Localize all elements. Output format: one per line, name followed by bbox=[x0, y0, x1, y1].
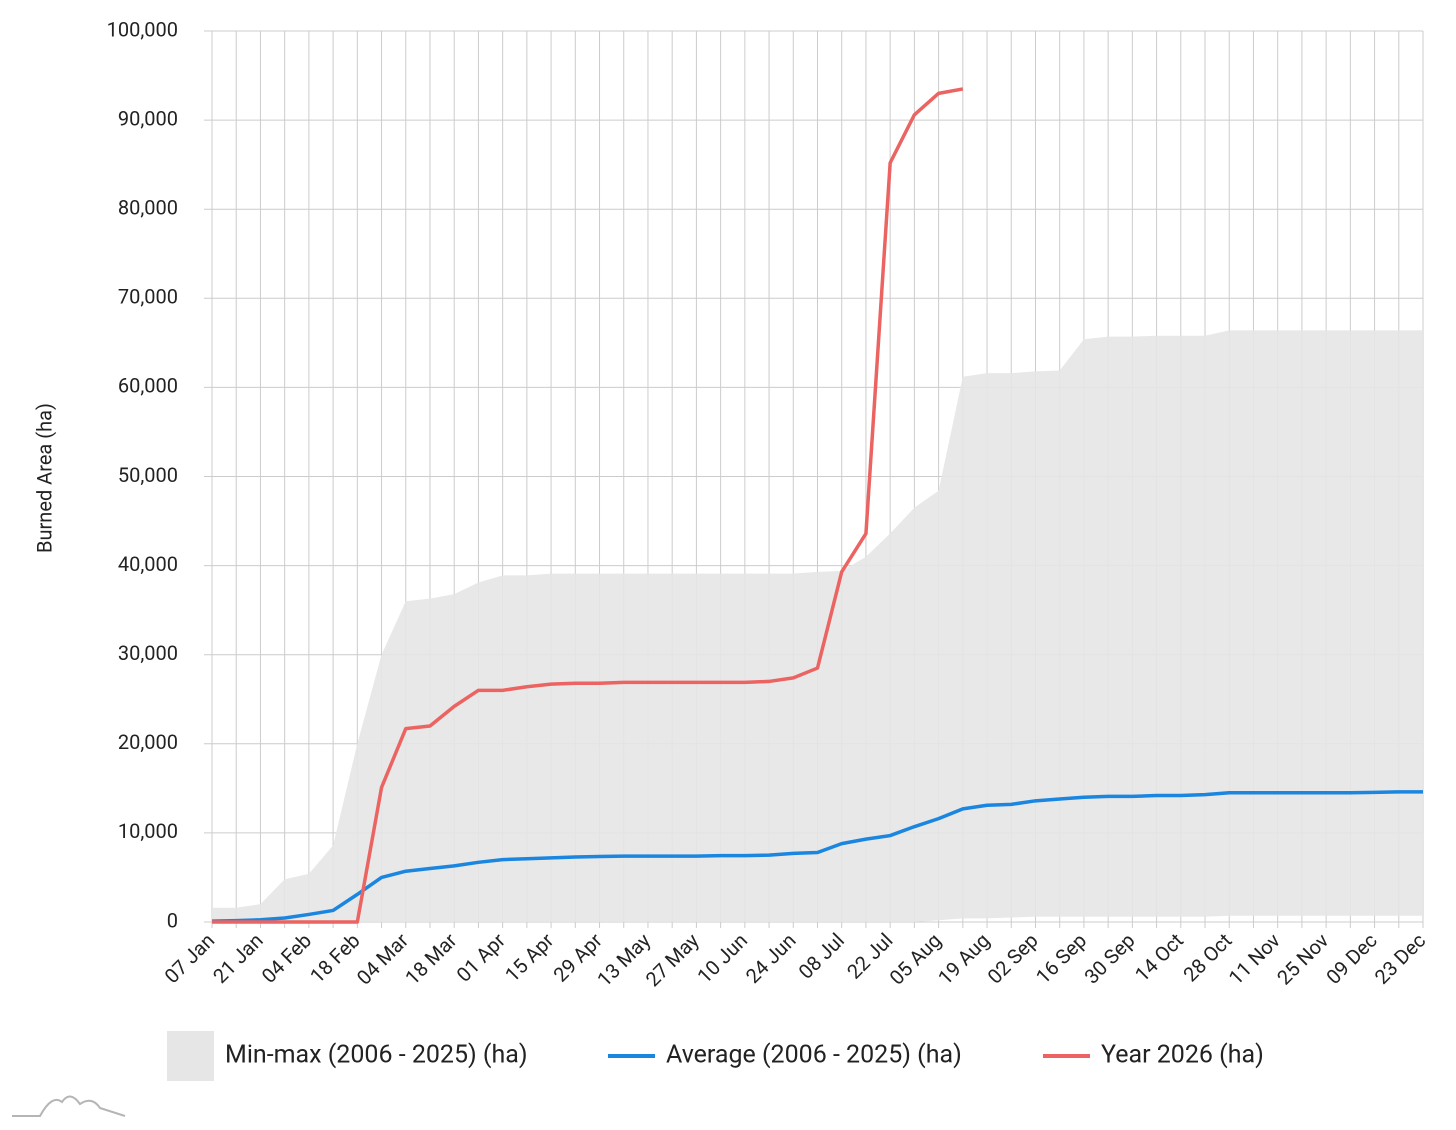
y-tick-label: 30,000 bbox=[118, 641, 178, 665]
x-tick-label: 11 Nov bbox=[1224, 928, 1285, 989]
x-tick-label: 14 Oct bbox=[1130, 928, 1188, 986]
x-tick-label: 04 Feb bbox=[257, 928, 316, 987]
x-tick-label: 05 Aug bbox=[885, 928, 946, 989]
y-tick-label: 0 bbox=[167, 908, 178, 932]
legend: Min-max (2006 - 2025) (ha) Average (2006 … bbox=[167, 1031, 1264, 1081]
x-tick-label: 18 Feb bbox=[305, 928, 364, 987]
x-tick-label: 02 Sep bbox=[983, 928, 1043, 988]
x-tick-label: 04 Mar bbox=[352, 928, 413, 989]
x-tick-label: 18 Mar bbox=[400, 928, 461, 989]
y-tick-label: 60,000 bbox=[118, 374, 178, 398]
x-tick-label: 08 Jul bbox=[794, 928, 849, 983]
y-tick-label: 10,000 bbox=[118, 819, 178, 843]
y-tick-label: 80,000 bbox=[118, 195, 178, 219]
series bbox=[211, 87, 1423, 924]
x-tick-label: 09 Dec bbox=[1321, 928, 1382, 989]
x-tick-label: 27 May bbox=[641, 928, 704, 991]
x-tick-label: 25 Nov bbox=[1272, 928, 1333, 989]
x-tick-label: 30 Sep bbox=[1079, 928, 1139, 988]
x-tick-label: 13 May bbox=[592, 928, 655, 991]
y-axis-label: Burned Area (ha) bbox=[32, 403, 56, 553]
x-tick-label: 21 Jan bbox=[208, 928, 268, 988]
legend-label: Year 2026 (ha) bbox=[1101, 1041, 1264, 1070]
x-tick-label: 10 Jun bbox=[692, 928, 752, 988]
series-line bbox=[211, 790, 1423, 923]
x-tick-label: 01 Apr bbox=[452, 928, 510, 986]
x-tick-label: 24 Jun bbox=[741, 928, 801, 988]
x-tick-label: 15 Apr bbox=[500, 928, 558, 986]
x-tick-label: 16 Sep bbox=[1031, 928, 1091, 988]
y-tick-label: 90,000 bbox=[118, 106, 178, 130]
x-tick-label: 07 Jan bbox=[160, 928, 220, 988]
legend-label: Min-max (2006 - 2025) (ha) bbox=[225, 1041, 528, 1070]
min-max-band bbox=[212, 330, 1423, 923]
logo-mark bbox=[12, 1095, 126, 1117]
y-tick-label: 70,000 bbox=[118, 285, 178, 309]
y-tick-label: 20,000 bbox=[118, 730, 178, 754]
y-tick-label: 100,000 bbox=[107, 17, 178, 41]
x-tick-label: 23 Dec bbox=[1370, 928, 1431, 989]
legend-swatch bbox=[167, 1031, 214, 1081]
legend-label: Average (2006 - 2025) (ha) bbox=[666, 1041, 962, 1070]
logo bbox=[12, 1095, 126, 1117]
y-tick-label: 50,000 bbox=[118, 463, 178, 487]
y-tick-label: 40,000 bbox=[118, 552, 178, 576]
series-line bbox=[212, 87, 964, 924]
x-tick-label: 19 Aug bbox=[933, 928, 994, 989]
